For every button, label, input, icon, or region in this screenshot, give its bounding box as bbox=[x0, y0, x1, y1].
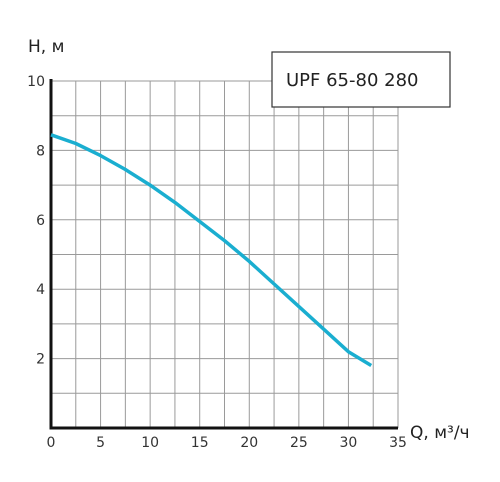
y-tick-label: 10 bbox=[27, 74, 45, 90]
legend-label: UPF 65-80 280 bbox=[286, 70, 419, 91]
x-tick-label: 5 bbox=[96, 435, 105, 451]
y-tick-label: 4 bbox=[36, 282, 45, 298]
x-tick-label: 10 bbox=[141, 435, 159, 451]
y-tick-label: 8 bbox=[36, 143, 45, 159]
axes bbox=[49, 79, 398, 430]
grid bbox=[51, 80, 399, 428]
series-line bbox=[50, 133, 373, 367]
y-tick-label: 2 bbox=[36, 352, 45, 368]
tick-labels: 0 5 10 15 20 25 30 35 2 4 6 8 10 bbox=[27, 74, 407, 451]
y-tick-label: 6 bbox=[36, 213, 45, 229]
x-tick-label: 20 bbox=[240, 435, 258, 451]
x-tick-label: 30 bbox=[340, 435, 358, 451]
x-tick-label: 35 bbox=[389, 435, 407, 451]
series-layer bbox=[50, 133, 373, 367]
x-tick-label: 25 bbox=[290, 435, 308, 451]
x-tick-label: 0 bbox=[47, 435, 56, 451]
legend-box: UPF 65-80 280 bbox=[271, 51, 451, 108]
x-axis-label: Q, м³/ч bbox=[410, 423, 470, 443]
y-axis-label: H, м bbox=[28, 37, 64, 57]
x-tick-label: 15 bbox=[191, 435, 209, 451]
